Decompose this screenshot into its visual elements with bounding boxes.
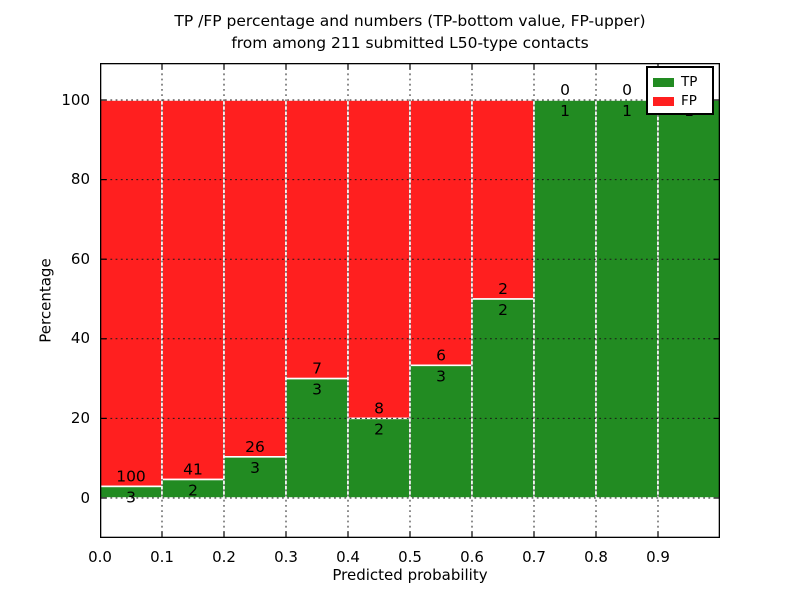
y-tick-label: 20: [70, 408, 90, 427]
fp-bar-segment: [223, 99, 287, 458]
tp-count-label: 2: [498, 301, 508, 319]
fp-count-label: 6: [436, 346, 446, 364]
tp-count-label: 2: [188, 481, 198, 499]
fp-count-label: 0: [560, 81, 570, 99]
fp-count-label: 100: [116, 467, 146, 485]
x-tick-label: 0.5: [398, 548, 422, 566]
y-tick-label: 40: [70, 329, 90, 348]
y-tick-label: 80: [70, 170, 90, 189]
x-tick-label: 0.6: [460, 548, 484, 566]
fp-bar-segment: [161, 99, 225, 481]
fp-count-label: 7: [312, 360, 322, 378]
fp-count-label: 0: [622, 81, 632, 99]
tp-bar-segment: [285, 377, 349, 499]
x-tick-label: 0.9: [646, 548, 670, 566]
legend-item-fp: FP: [653, 92, 712, 111]
y-tick-label: 0: [80, 488, 90, 507]
fp-count-label: 26: [245, 438, 265, 456]
tp-bar-segment: [657, 99, 720, 499]
fp-bar-segment: [409, 99, 473, 367]
tp-count-label: 1: [622, 102, 632, 120]
x-tick-label: 0.1: [150, 548, 174, 566]
fp-count-label: 41: [183, 460, 203, 478]
x-tick-label: 0.7: [522, 548, 546, 566]
tp-legend-swatch-icon: [653, 78, 674, 87]
fp-count-label: 2: [498, 280, 508, 298]
fp-bar-segment: [471, 99, 535, 300]
x-tick-label: 0.8: [584, 548, 608, 566]
fp-legend-swatch-icon: [653, 97, 674, 106]
tp-count-label: 3: [312, 381, 322, 399]
legend-item-tp: TP: [653, 73, 712, 92]
fp-count-label: 8: [374, 399, 384, 417]
chart-title-line-1: TP /FP percentage and numbers (TP-bottom…: [174, 12, 646, 30]
y-axis-label: Percentage: [36, 258, 55, 343]
x-tick-label: 0.4: [336, 548, 360, 566]
chart-title-line-2: from among 211 submitted L50-type contac…: [231, 34, 589, 52]
tp-count-label: 3: [250, 459, 260, 477]
legend-label-tp: TP: [681, 74, 698, 90]
x-tick-label: 0.0: [88, 548, 112, 566]
tp-bar-segment: [533, 99, 597, 499]
tp-bar-segment: [409, 364, 473, 499]
plot-area: 100341226373826322010101: [100, 63, 720, 538]
fp-bar-segment: [347, 99, 411, 420]
tp-count-label: 3: [436, 367, 446, 385]
x-tick-label: 0.2: [212, 548, 236, 566]
legend: TP FP: [646, 66, 714, 115]
plot-border: [100, 63, 720, 538]
y-tick-label: 100: [61, 90, 90, 109]
x-tick-label: 0.3: [274, 548, 298, 566]
y-tick-label: 60: [70, 249, 90, 268]
tp-bar-segment: [223, 456, 287, 499]
fp-bar-segment: [285, 99, 349, 380]
tp-bar-segment: [595, 99, 659, 499]
fp-bar-segment: [100, 99, 163, 488]
tp-count-label: 3: [126, 488, 136, 506]
tp-count-label: 2: [374, 420, 384, 438]
legend-label-fp: FP: [681, 93, 697, 109]
tp-bar-segment: [471, 298, 535, 499]
x-axis-label: Predicted probability: [332, 566, 488, 584]
tp-count-label: 1: [560, 102, 570, 120]
